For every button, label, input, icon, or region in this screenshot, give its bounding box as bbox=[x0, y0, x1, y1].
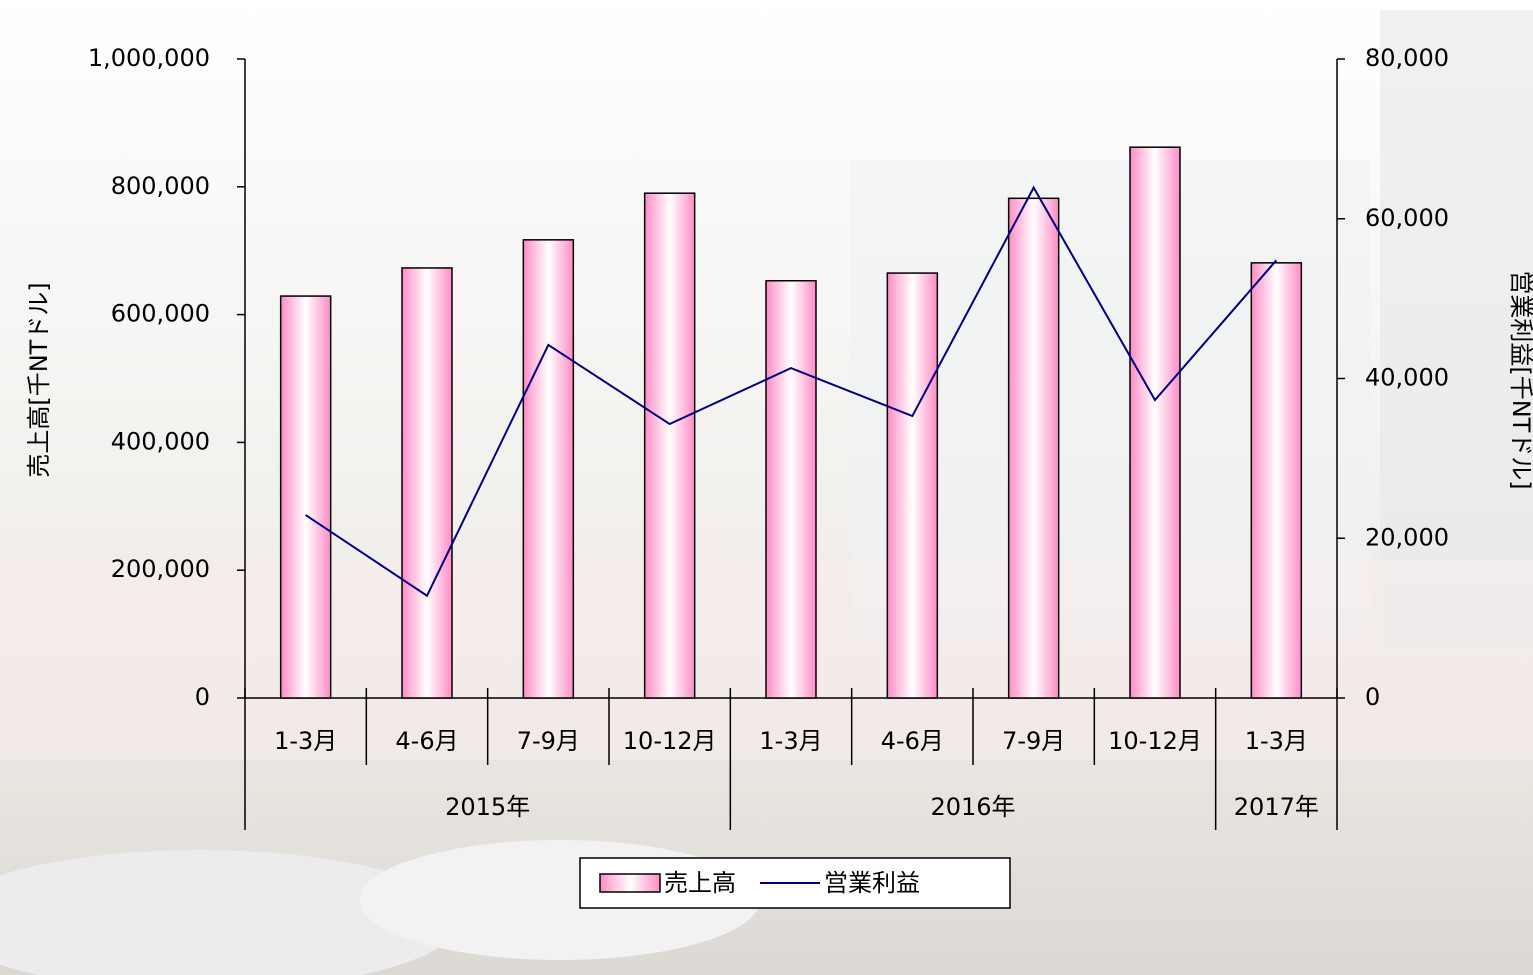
legend-label: 売上高 bbox=[664, 869, 736, 897]
bar bbox=[1130, 147, 1180, 698]
x-tick-label: 4-6月 bbox=[395, 727, 458, 755]
y2-tick-label: 20,000 bbox=[1365, 523, 1449, 551]
bar bbox=[645, 193, 695, 698]
page: 売上高[千NTドル] 営業利益[千NTドル] 0 200,000 400,000 60… bbox=[0, 0, 1533, 975]
y2-tick-label: 80,000 bbox=[1365, 44, 1449, 72]
y-tick-label: 0 bbox=[195, 683, 210, 711]
y2-tick-label: 60,000 bbox=[1365, 204, 1449, 232]
chart: 売上高[千NTドル] 営業利益[千NTドル] 0 200,000 400,000 60… bbox=[0, 0, 1533, 975]
y-tick-label: 1,000,000 bbox=[88, 44, 210, 72]
y-axis-title: 売上高[千NTドル] bbox=[25, 282, 53, 477]
y-tick-label: 600,000 bbox=[111, 300, 210, 328]
y2-axis-title: 営業利益[千NTドル] bbox=[1507, 270, 1533, 489]
x-tick-label: 1-3月 bbox=[1245, 727, 1308, 755]
y2-tick-label: 0 bbox=[1365, 683, 1380, 711]
x-group-label: 2015年 bbox=[445, 793, 530, 821]
y2-tick-label: 40,000 bbox=[1365, 364, 1449, 392]
x-tick-label: 7-9月 bbox=[517, 727, 580, 755]
y-tick-label: 400,000 bbox=[111, 427, 210, 455]
x-tick-label: 7-9月 bbox=[1002, 727, 1065, 755]
x-tick-label: 10-12月 bbox=[623, 727, 717, 755]
y-tick-label: 200,000 bbox=[111, 555, 210, 583]
bar bbox=[1009, 198, 1059, 698]
y-tick-label: 800,000 bbox=[111, 172, 210, 200]
x-tick-label: 1-3月 bbox=[759, 727, 822, 755]
x-tick-label: 4-6月 bbox=[881, 727, 944, 755]
x-group-label: 2016年 bbox=[930, 793, 1015, 821]
legend-swatch bbox=[600, 874, 660, 892]
bar bbox=[281, 296, 331, 698]
legend-label: 営業利益 bbox=[824, 869, 920, 897]
x-tick-label: 1-3月 bbox=[274, 727, 337, 755]
bar bbox=[1251, 263, 1301, 698]
bar bbox=[766, 281, 816, 698]
bar bbox=[523, 240, 573, 698]
x-group-label: 2017年 bbox=[1234, 793, 1319, 821]
bar bbox=[402, 268, 452, 698]
bar bbox=[887, 273, 937, 698]
x-tick-label: 10-12月 bbox=[1108, 727, 1202, 755]
